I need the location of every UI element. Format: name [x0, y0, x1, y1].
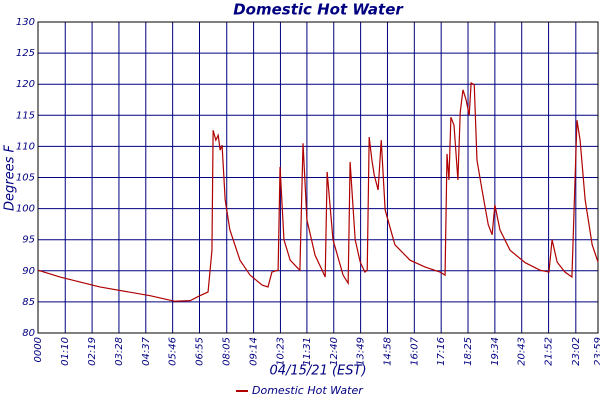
y-tick-label: 125: [16, 48, 35, 59]
y-tick-label: 110: [16, 141, 35, 152]
x-tick-label: 12:40: [329, 337, 340, 366]
y-tick-label: 120: [16, 79, 35, 90]
x-tick-label: 21:52: [544, 337, 555, 366]
data-line: [37, 81, 599, 302]
y-tick-label: 100: [16, 204, 35, 215]
x-tick-label: 23:59: [593, 337, 600, 366]
y-tick-label: 85: [22, 297, 35, 308]
x-tick-label: 11:31: [302, 337, 313, 366]
x-tick-label: 10:23: [275, 337, 286, 366]
x-tick-label: 02:19: [87, 337, 98, 366]
x-tick-label: 01:10: [60, 337, 71, 366]
y-tick-label: 95: [22, 235, 35, 246]
x-tick-label: 0000: [33, 337, 44, 362]
x-tick-label: 05:46: [168, 337, 179, 366]
x-tick-label: 03:28: [114, 337, 125, 366]
x-tick-label: 23:02: [571, 337, 582, 366]
y-axis-label: Degrees F: [3, 144, 18, 211]
x-tick-label: 14:58: [382, 337, 393, 366]
y-tick-label: 115: [16, 110, 35, 121]
y-tick-label: 105: [16, 173, 35, 184]
x-tick-label: 06:55: [195, 337, 206, 366]
x-tick-label: 16:07: [409, 336, 420, 365]
chart-title: Domestic Hot Water: [233, 1, 404, 19]
x-axis-label: 04/15/21 (EST): [269, 364, 366, 379]
x-tick-label: 04:37: [141, 336, 152, 365]
x-tick-label: 13:49: [356, 337, 367, 366]
x-tick-label: 20:43: [517, 337, 528, 366]
y-tick-label: 130: [16, 17, 35, 28]
plot-border: [37, 21, 599, 334]
legend-label: Domestic Hot Water: [252, 384, 364, 397]
x-tick-label: 08:05: [222, 337, 233, 366]
x-tick-label: 19:34: [490, 337, 501, 366]
x-tick-label: 17:16: [436, 337, 447, 366]
y-tick-label: 80: [22, 328, 35, 339]
x-tick-label: 09:14: [249, 337, 260, 366]
x-tick-label: 18:25: [463, 337, 474, 366]
y-tick-label: 90: [22, 266, 35, 277]
